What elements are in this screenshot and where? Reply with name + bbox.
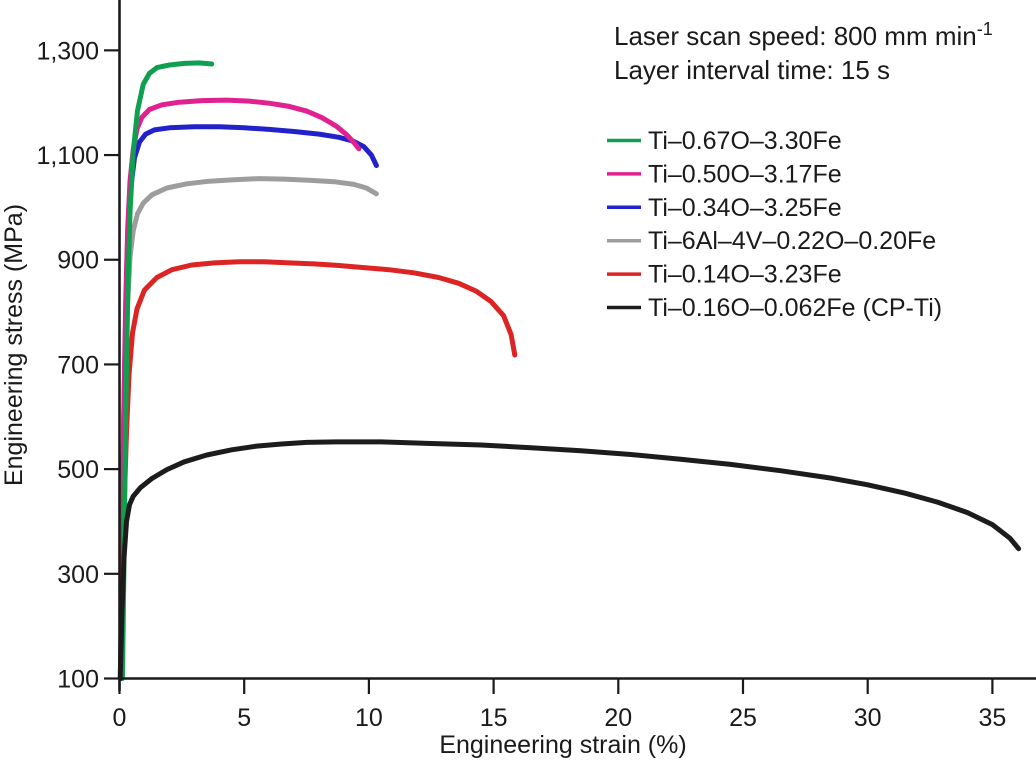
legend-label: Ti–6Al–4V–0.22O–0.20Fe [648, 227, 936, 255]
x-axis-title: Engineering strain (%) [439, 731, 686, 759]
annotation-line1-superscript: -1 [977, 19, 993, 39]
y-tick-label: 300 [57, 561, 99, 589]
annotation-line2: Layer interval time: 15 s [614, 55, 890, 85]
x-tick-label: 25 [729, 704, 757, 732]
series-curve-5 [117, 439, 1022, 681]
y-tick-label: 500 [57, 456, 99, 484]
y-tick-label: 1,100 [36, 142, 99, 170]
ticks-group: 100 300 500 700 900 1,100 1,300 0 5 10 15 20 25 30 35 [36, 37, 1006, 732]
x-tick-label: 35 [978, 704, 1006, 732]
annotation-line1: Laser scan speed: 800 mm min-1 [614, 19, 993, 51]
annotation-line1-text: Laser scan speed: 800 mm min [614, 21, 977, 51]
legend-label: Ti–0.67O–3.30Fe [648, 127, 842, 155]
series-curve-2 [118, 124, 379, 681]
x-tick-label: 20 [604, 704, 632, 732]
legend-label: Ti–0.16O–0.062Fe (CP-Ti) [648, 294, 942, 322]
x-tick-label: 0 [113, 704, 127, 732]
x-tick-label: 30 [854, 704, 882, 732]
legend-label: Ti–0.14O–3.23Fe [648, 261, 842, 289]
x-tick-label: 15 [480, 704, 508, 732]
y-tick-label: 900 [57, 247, 99, 275]
x-tick-label: 5 [237, 704, 251, 732]
x-tick-label: 10 [355, 704, 383, 732]
series-curve-1 [118, 97, 362, 681]
series-curve-0 [120, 60, 215, 681]
y-tick-label: 1,300 [36, 37, 99, 65]
series-curve-4 [118, 259, 518, 681]
legend-label: Ti–0.34O–3.25Fe [648, 194, 842, 222]
series-curve-3 [118, 176, 379, 681]
legend: Ti–0.67O–3.30Fe Ti–0.50O–3.17Fe Ti–0.34O–3… [607, 127, 942, 322]
y-tick-label: 700 [57, 351, 99, 379]
y-axis-title: Engineering stress (MPa) [0, 204, 28, 486]
curves-group [117, 60, 1022, 681]
y-tick-label: 100 [57, 666, 99, 694]
legend-label: Ti–0.50O–3.17Fe [648, 160, 842, 188]
